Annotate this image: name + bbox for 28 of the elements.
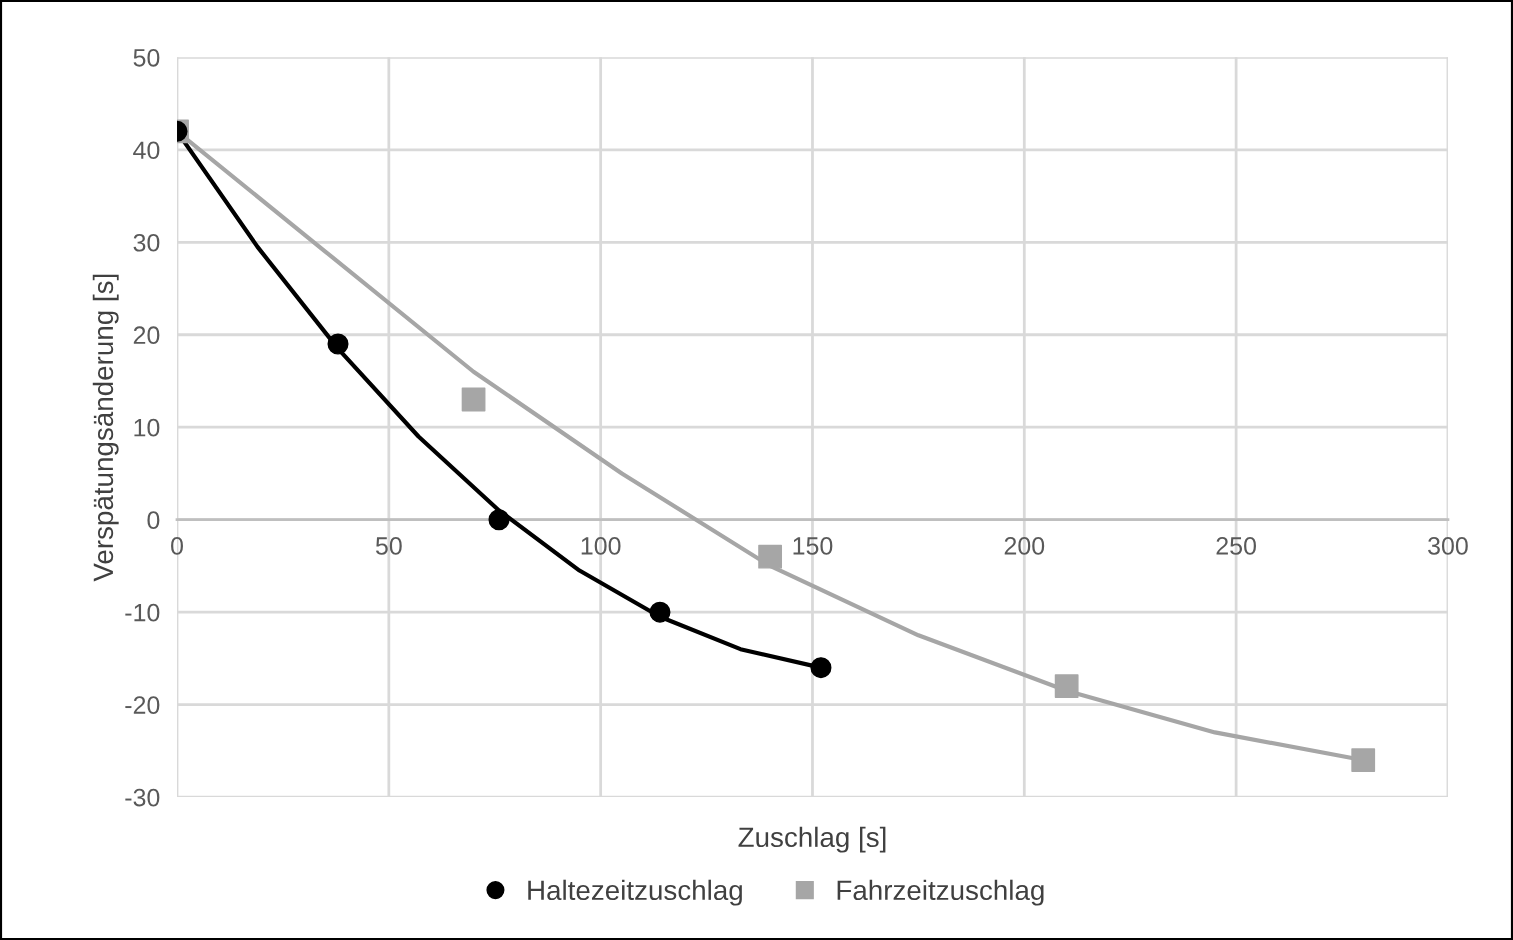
- point: [758, 544, 783, 569]
- point: [1351, 748, 1376, 773]
- point: [1054, 674, 1079, 699]
- x-tick-label: 50: [375, 537, 402, 555]
- x-tick-label: 250: [1216, 537, 1256, 555]
- y-tick-label: -30: [125, 788, 160, 807]
- x-tick-label: 100: [581, 537, 621, 555]
- x-tick-label: 200: [1004, 537, 1045, 555]
- point: [810, 657, 832, 679]
- point: [649, 601, 671, 623]
- y-tick-label: 40: [133, 141, 160, 160]
- y-tick-label: 50: [133, 48, 160, 67]
- x-axis-title: Zuschlag [s]: [738, 826, 886, 853]
- x-tick-label: 150: [793, 537, 833, 555]
- y-tick-label: 20: [133, 326, 160, 345]
- y-tick-label: -10: [125, 603, 160, 622]
- y-tick-label: 0: [147, 511, 160, 530]
- legend-label: Haltezeitzuschlag: [528, 879, 742, 906]
- x-tick-label: 300: [1428, 537, 1468, 555]
- point: [488, 509, 510, 531]
- y-tick-label: -20: [125, 696, 160, 714]
- y-tick-label: 10: [134, 418, 160, 437]
- x-tick-label: 0: [171, 537, 183, 555]
- point: [327, 333, 349, 355]
- legend-label: Fahrzeitzuschlag: [837, 879, 1044, 906]
- y-tick-label: 30: [133, 233, 160, 252]
- point: [461, 387, 486, 412]
- y-axis-title: Verspätungsänderung [s]: [92, 274, 119, 582]
